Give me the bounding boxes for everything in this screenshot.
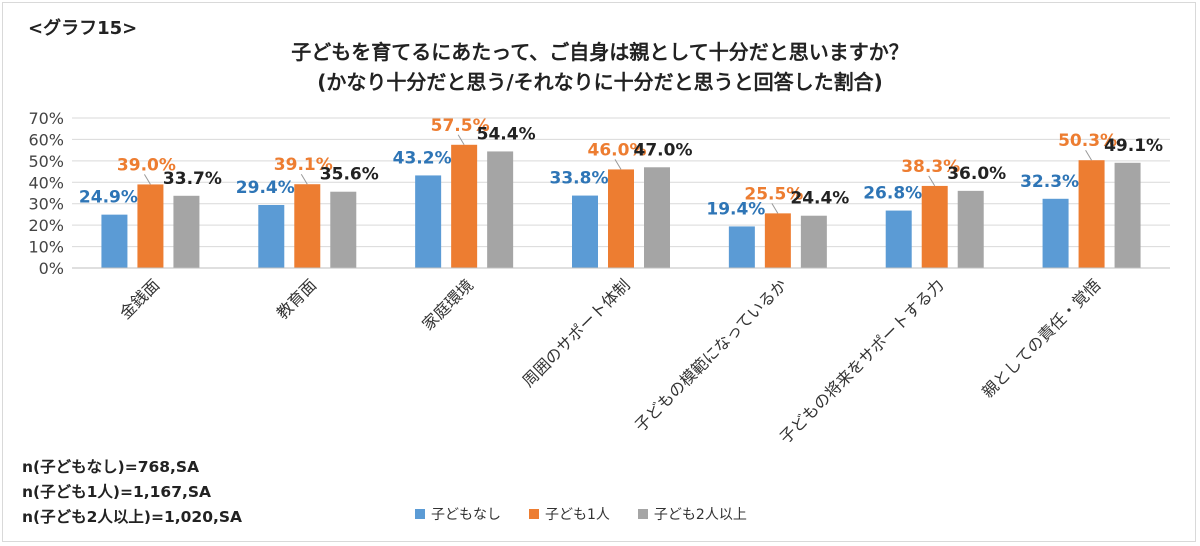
legend-swatch bbox=[415, 509, 425, 519]
bar bbox=[258, 205, 285, 268]
category-label: 金銭面 bbox=[116, 275, 163, 322]
leader-line bbox=[928, 175, 936, 187]
note-one-child: n(子ども1人)=1,167,SA bbox=[22, 483, 212, 501]
graph-tag: <グラフ15> bbox=[28, 18, 138, 39]
bar bbox=[921, 185, 948, 268]
legend-swatch bbox=[529, 509, 539, 519]
legend: 子どもなし 子ども1人 子ども2人以上 bbox=[415, 504, 747, 524]
data-label: 33.7% bbox=[163, 169, 222, 189]
sample-size-notes: n(子どもなし)=768,SA n(子ども1人)=1,167,SA n(子ども2… bbox=[22, 455, 242, 530]
bar bbox=[173, 195, 200, 268]
legend-label: 子ども2人以上 bbox=[653, 507, 747, 523]
data-label: 24.9% bbox=[79, 188, 138, 208]
data-label: 43.2% bbox=[393, 148, 452, 168]
leader-line bbox=[300, 173, 308, 185]
legend-item-two-plus-children: 子ども2人以上 bbox=[637, 504, 747, 524]
data-label: 54.4% bbox=[477, 124, 536, 144]
bar bbox=[572, 195, 598, 268]
bar bbox=[608, 169, 634, 268]
bar bbox=[644, 167, 670, 268]
bar bbox=[487, 151, 514, 268]
data-label: 19.4% bbox=[706, 199, 765, 219]
bar bbox=[137, 184, 164, 268]
bar bbox=[957, 190, 984, 268]
y-tick-label: 20% bbox=[28, 216, 64, 235]
note-two-plus-children: n(子ども2人以上)=1,020,SA bbox=[22, 508, 243, 526]
legend-item-one-child: 子ども1人 bbox=[529, 504, 610, 524]
bar bbox=[1042, 198, 1069, 268]
note-no-children: n(子どもなし)=768,SA bbox=[22, 458, 200, 476]
category-label: 周囲のサポート体制 bbox=[519, 275, 634, 390]
data-label: 49.1% bbox=[1104, 136, 1163, 156]
bar bbox=[415, 175, 442, 268]
legend-item-no-children: 子どもなし bbox=[415, 504, 501, 524]
y-tick-label: 0% bbox=[39, 259, 64, 278]
data-label: 50.3% bbox=[1058, 131, 1117, 151]
data-label: 57.5% bbox=[431, 116, 490, 136]
category-label: 教育面 bbox=[273, 275, 320, 322]
y-tick-label: 10% bbox=[28, 238, 64, 257]
chart-subtitle: (かなり十分だと思う/それなりに十分だと思うと回答した割合) bbox=[317, 70, 883, 94]
bar bbox=[1114, 162, 1141, 268]
leader-line bbox=[614, 159, 622, 170]
y-tick-label: 30% bbox=[28, 195, 64, 214]
data-label: 36.0% bbox=[947, 164, 1006, 184]
y-tick-label: 50% bbox=[28, 152, 64, 171]
category-label: 家庭環境 bbox=[418, 275, 477, 334]
bar bbox=[800, 215, 827, 268]
data-label: 46.0% bbox=[588, 140, 647, 160]
data-label: 39.0% bbox=[117, 155, 176, 175]
category-label: 子どもの模範になっているか bbox=[631, 275, 791, 435]
leader-line bbox=[143, 174, 151, 185]
bar bbox=[885, 210, 912, 268]
legend-swatch bbox=[637, 509, 648, 519]
y-tick-label: 60% bbox=[28, 130, 64, 149]
category-label: 親としての責任・覚悟 bbox=[978, 275, 1104, 401]
leader-line bbox=[771, 203, 779, 214]
y-tick-label: 40% bbox=[28, 173, 64, 192]
bar bbox=[330, 191, 357, 268]
y-tick-label: 70% bbox=[28, 109, 64, 128]
data-label: 47.0% bbox=[634, 140, 693, 160]
legend-label: 子ども1人 bbox=[545, 507, 610, 523]
bar bbox=[451, 144, 478, 268]
data-label: 24.4% bbox=[790, 189, 849, 209]
category-label: 子どもの将来をサポートする力 bbox=[776, 275, 948, 447]
bar bbox=[1078, 160, 1105, 268]
data-label: 26.8% bbox=[863, 184, 922, 204]
leader-line bbox=[1085, 149, 1093, 161]
data-label: 32.3% bbox=[1020, 172, 1079, 192]
data-label: 29.4% bbox=[236, 178, 295, 198]
legend-label: 子どもなし bbox=[431, 507, 501, 523]
data-label: 35.6% bbox=[320, 165, 379, 185]
chart-title: 子どもを育てるにあたって、ご自身は親として十分だと思いますか？ bbox=[291, 40, 909, 64]
bar bbox=[728, 226, 755, 268]
leader-line bbox=[457, 134, 465, 146]
data-label: 38.3% bbox=[901, 157, 960, 177]
bar bbox=[294, 184, 321, 268]
bar bbox=[764, 213, 791, 268]
data-label: 39.1% bbox=[274, 155, 333, 175]
data-label: 25.5% bbox=[744, 184, 803, 204]
data-label: 33.8% bbox=[550, 169, 609, 189]
bar bbox=[101, 214, 128, 268]
